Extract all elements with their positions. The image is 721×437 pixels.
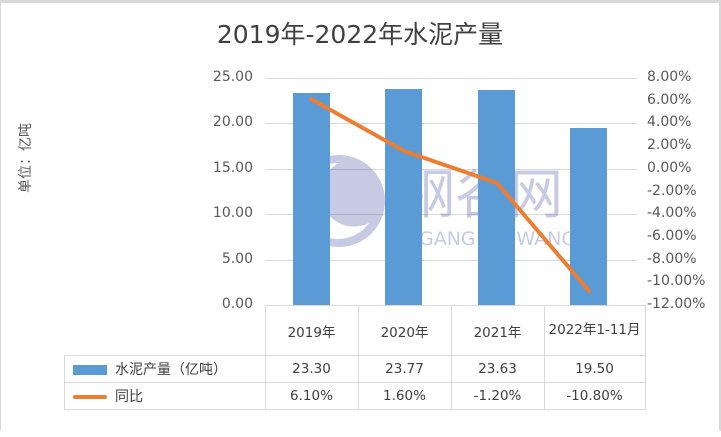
table-header: 2020年 xyxy=(357,305,452,356)
table-cell: 23.77 xyxy=(357,355,452,383)
right-tick: -2.00% xyxy=(647,183,697,199)
gridline xyxy=(265,169,637,170)
table-cell: 1.60% xyxy=(357,382,452,410)
table-row: 同比 6.10% 1.60% -1.20% -10.80% xyxy=(64,382,646,410)
left-tick: 10.00 xyxy=(212,205,253,221)
table-cell: 23.63 xyxy=(450,355,545,383)
table-cell: 19.50 xyxy=(543,355,646,383)
table-header: 2022年1-11月 xyxy=(543,305,646,356)
right-tick: 2.00% xyxy=(647,137,692,153)
table-row: 水泥产量（亿吨） 23.30 23.77 23.63 19.50 xyxy=(64,355,646,383)
legend-line-icon xyxy=(73,395,107,399)
right-tick: 6.00% xyxy=(647,92,692,108)
legend-cell: 水泥产量（亿吨） xyxy=(64,355,266,383)
left-tick: 5.00 xyxy=(221,251,253,267)
chart-area: 2019年-2022年水泥产量 单位：亿吨 25.00 20.00 15.00 … xyxy=(1,3,719,431)
left-tick: 20.00 xyxy=(212,114,253,130)
right-tick: -12.00% xyxy=(647,296,706,312)
gridline xyxy=(265,123,637,124)
gridline xyxy=(265,78,637,79)
table-cell: 23.30 xyxy=(264,355,359,383)
gridline xyxy=(265,260,637,261)
legend-cell: 同比 xyxy=(64,382,266,410)
right-tick: 0.00% xyxy=(647,160,692,176)
table-header: 2019年 xyxy=(264,305,359,356)
data-table: 2019年 2020年 2021年 2022年1-11月 水泥产量（亿吨） 23… xyxy=(64,305,646,410)
yoy-line xyxy=(309,97,591,293)
gridline xyxy=(265,214,637,215)
legend-bar-icon xyxy=(73,365,107,375)
sheet-edge xyxy=(0,431,721,437)
right-tick: -6.00% xyxy=(647,228,697,244)
right-tick: 8.00% xyxy=(647,69,692,85)
left-tick: 15.00 xyxy=(212,160,253,176)
chart-title: 2019年-2022年水泥产量 xyxy=(216,20,504,49)
left-tick: 25.00 xyxy=(212,69,253,85)
right-tick: -4.00% xyxy=(647,205,697,221)
right-tick: -8.00% xyxy=(647,251,697,267)
table-header: 2021年 xyxy=(450,305,545,356)
table-cell: 6.10% xyxy=(264,382,359,410)
right-tick: -10.00% xyxy=(647,273,706,289)
bar-2020 xyxy=(385,89,422,305)
bar-2019 xyxy=(293,93,330,305)
table-cell: -10.80% xyxy=(543,382,646,410)
table-cell: -1.20% xyxy=(450,382,545,410)
right-tick: 4.00% xyxy=(647,114,692,130)
